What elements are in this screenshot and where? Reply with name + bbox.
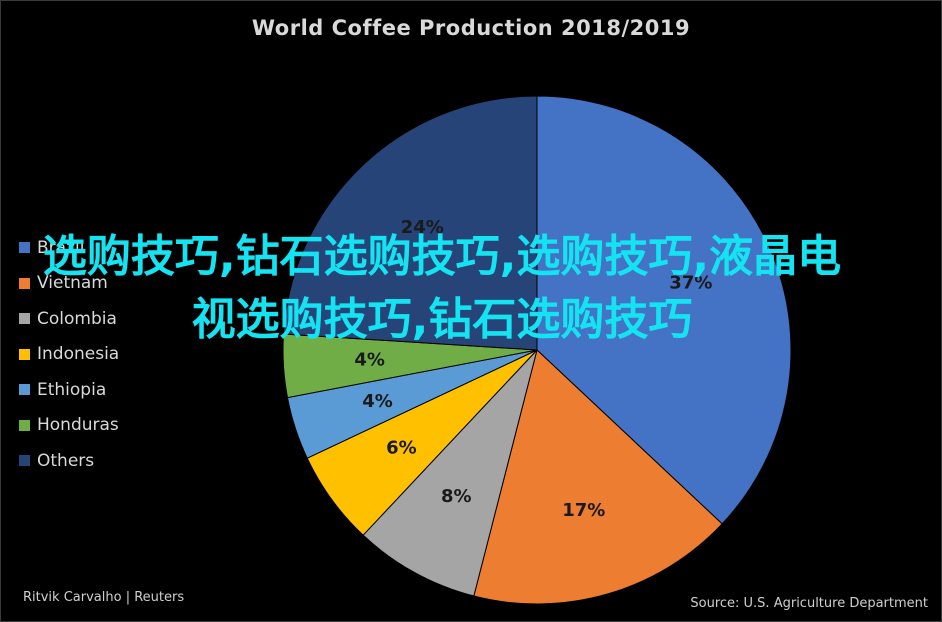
data-label-brazil: 37% xyxy=(669,272,712,293)
legend-swatch xyxy=(19,277,30,289)
pie-slice-brazil xyxy=(536,95,792,525)
legend-label: Honduras xyxy=(37,415,119,436)
legend-swatch xyxy=(19,384,30,396)
pie-slice-vietnam xyxy=(473,349,723,605)
legend-swatch xyxy=(19,348,30,360)
legend-label: Vietnam xyxy=(37,273,108,294)
chart-title: World Coffee Production 2018/2019 xyxy=(251,16,691,40)
source-text: Source: U.S. Agriculture Department xyxy=(690,596,928,611)
data-label-vietnam: 17% xyxy=(562,500,605,521)
legend-item-ethiopia: Ethiopia xyxy=(19,372,119,408)
data-label-indonesia: 6% xyxy=(386,438,417,459)
legend-item-vietnam: Vietnam xyxy=(19,266,119,302)
watermark-overlay-text: 选购技巧,钻石选购技巧,选购技巧,液晶电视选购技巧,钻石选购技巧 xyxy=(42,231,842,345)
legend-swatch xyxy=(19,419,30,431)
legend-item-colombia: Colombia xyxy=(19,301,119,337)
legend-item-brazil: Brazil xyxy=(19,230,119,266)
data-label-honduras: 4% xyxy=(354,350,385,371)
legend-swatch xyxy=(19,242,30,254)
legend-swatch xyxy=(19,313,30,325)
data-label-colombia: 8% xyxy=(441,486,472,507)
legend-item-indonesia: Indonesia xyxy=(19,337,119,373)
chart-legend: Brazil Vietnam Colombia Indonesia Ethiopia Ho… xyxy=(19,230,119,479)
legend-label: Others xyxy=(37,450,95,471)
pie-slice-others xyxy=(282,95,538,351)
legend-label: Brazil xyxy=(37,237,85,258)
credit-text: Ritvik Carvalho | Reuters xyxy=(23,590,185,605)
legend-swatch xyxy=(19,455,30,467)
data-label-ethiopia: 4% xyxy=(362,391,393,412)
legend-label: Ethiopia xyxy=(37,379,107,400)
legend-item-honduras: Honduras xyxy=(19,408,119,444)
data-label-others: 24% xyxy=(401,217,444,238)
pie-slice-colombia xyxy=(362,349,538,597)
legend-item-others: Others xyxy=(19,443,119,479)
legend-label: Indonesia xyxy=(37,344,120,365)
legend-label: Colombia xyxy=(37,308,117,329)
